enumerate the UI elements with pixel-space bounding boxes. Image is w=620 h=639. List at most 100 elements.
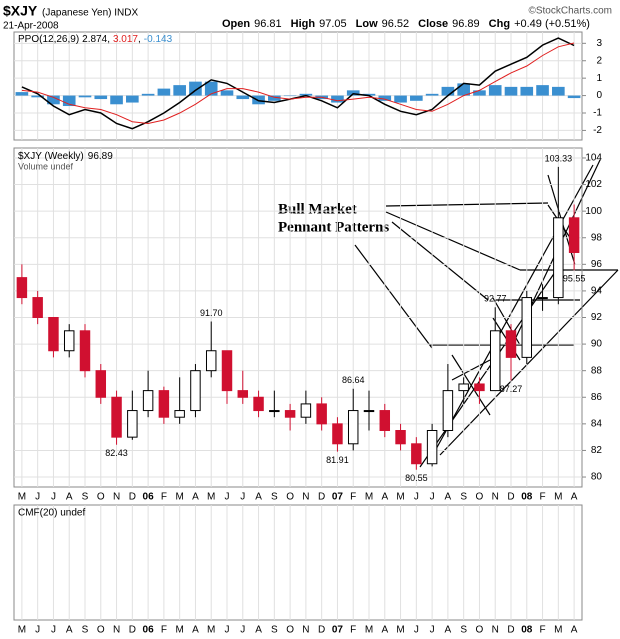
x-tick-label: F xyxy=(350,625,356,636)
symbol: $XJY xyxy=(3,3,38,19)
extreme-label: 91.70 xyxy=(200,308,223,318)
x-tick-label: M xyxy=(365,492,373,503)
x-tick-label: O xyxy=(286,492,294,503)
x-tick-label: J xyxy=(414,492,419,503)
x-tick-label: N xyxy=(113,625,120,636)
candle-body xyxy=(537,297,548,300)
quote-label: Open xyxy=(222,18,250,30)
x-tick-label: S xyxy=(460,492,467,503)
extreme-label: 103.33 xyxy=(545,153,573,163)
x-tick-label: M xyxy=(18,492,26,503)
candle-body xyxy=(221,350,233,392)
x-tick-label: 07 xyxy=(332,492,344,503)
x-tick-label: F xyxy=(161,492,167,503)
x-tick-label: D xyxy=(318,492,325,503)
histogram-bar xyxy=(567,95,581,99)
extreme-label: 82.43 xyxy=(105,448,128,458)
histogram-bar xyxy=(410,95,423,101)
x-tick-label: A xyxy=(192,492,199,503)
x-tick-label: D xyxy=(507,625,514,636)
candle-body xyxy=(158,390,170,418)
candle-body xyxy=(32,297,43,319)
extreme-label: 95.55 xyxy=(563,274,586,284)
ppo-line xyxy=(21,42,575,125)
x-tick-label: O xyxy=(286,625,294,636)
x-tick-label: J xyxy=(225,625,230,636)
x-tick-label: J xyxy=(51,492,56,503)
y-tick-label: 2 xyxy=(596,55,602,66)
x-tick-label: D xyxy=(129,492,136,503)
candle-body xyxy=(16,277,28,299)
y-tick-label: 1 xyxy=(596,73,602,84)
x-tick-label: D xyxy=(129,625,136,636)
histogram-bar xyxy=(441,86,455,96)
x-tick-label: 08 xyxy=(521,625,533,636)
histogram-bar xyxy=(15,92,29,96)
x-tick-label: J xyxy=(240,492,245,503)
x-tick-label: J xyxy=(240,625,245,636)
x-tick-label: M xyxy=(207,625,215,636)
x-tick-label: M xyxy=(18,625,26,636)
legend-value: 2.874 xyxy=(82,34,107,45)
legend: $XJY (Weekly) 96.89 xyxy=(18,151,113,162)
x-tick-label: F xyxy=(540,492,546,503)
x-tick-label: A xyxy=(445,492,452,503)
extreme-label: 92.77 xyxy=(484,294,507,304)
quote-value: 96.89 xyxy=(452,18,480,30)
legend-title: $XJY (Weekly) xyxy=(18,151,84,162)
y-tick-label: 94 xyxy=(591,286,603,297)
histogram-bar xyxy=(173,85,186,96)
quote-value: 96.52 xyxy=(382,18,410,30)
legend-sep: , xyxy=(107,34,110,45)
candle-body xyxy=(237,390,249,398)
histogram-bar xyxy=(268,95,281,101)
histogram-bar xyxy=(94,95,108,100)
extreme-label: 81.91 xyxy=(326,455,349,465)
candle-body xyxy=(521,297,533,358)
candle-body xyxy=(553,217,564,299)
candle-body xyxy=(300,403,312,418)
candle-body xyxy=(379,410,391,432)
y-tick-label: 92 xyxy=(591,312,603,323)
candle-body xyxy=(95,370,107,398)
x-tick-label: A xyxy=(571,625,578,636)
histogram-bar xyxy=(520,86,534,96)
histogram-bar xyxy=(378,95,392,101)
quote-label: Close xyxy=(418,18,448,30)
x-tick-label: 08 xyxy=(521,492,533,503)
x-tick-label: O xyxy=(476,492,484,503)
y-tick-label: -2 xyxy=(593,125,602,136)
candle-body xyxy=(332,423,343,445)
y-tick-label: 100 xyxy=(585,206,602,217)
candle-body xyxy=(442,390,454,431)
histogram-bar xyxy=(141,93,155,96)
x-tick-label: O xyxy=(476,625,484,636)
candle-body xyxy=(111,396,122,438)
y-tick-label: 86 xyxy=(591,392,603,403)
watermark: ©StockCharts.com xyxy=(528,6,612,17)
x-tick-label: A xyxy=(66,625,73,636)
candle-body xyxy=(474,383,485,392)
histogram-bar xyxy=(110,95,123,105)
x-tick-label: M xyxy=(554,625,562,636)
x-tick-label: S xyxy=(82,625,89,636)
y-tick-label: -1 xyxy=(593,108,602,119)
x-tick-label: 07 xyxy=(332,625,344,636)
x-tick-label: J xyxy=(35,492,40,503)
x-tick-label: D xyxy=(318,625,325,636)
legend-value: 3.017 xyxy=(113,34,138,45)
x-tick-label: A xyxy=(571,492,578,503)
histogram-bar xyxy=(220,90,234,96)
y-tick-label: 90 xyxy=(591,339,603,350)
x-tick-label: M xyxy=(554,492,562,503)
histogram-bar xyxy=(425,93,439,96)
quote-label: Chg xyxy=(489,18,510,30)
x-tick-label: S xyxy=(271,625,278,636)
x-tick-label: J xyxy=(430,625,435,636)
x-tick-label: J xyxy=(225,492,230,503)
x-tick-label: M xyxy=(207,492,215,503)
candle-body xyxy=(411,443,422,465)
x-tick-label: A xyxy=(66,492,73,503)
candle-body xyxy=(174,410,185,418)
histogram-bar xyxy=(236,95,250,100)
